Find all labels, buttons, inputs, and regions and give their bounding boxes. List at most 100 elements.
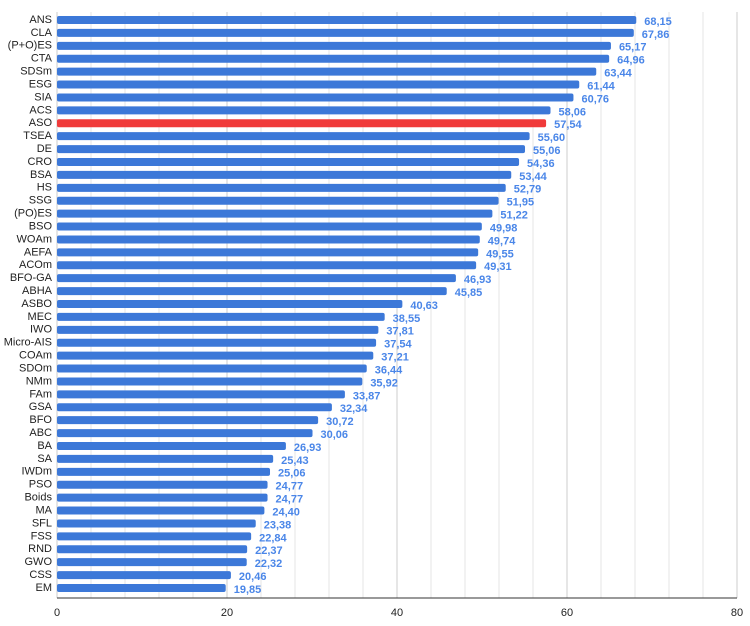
y-category-label: ABHA <box>22 285 53 297</box>
value-label: 65,17 <box>619 42 647 54</box>
y-category-label: MEC <box>28 311 53 323</box>
bar <box>57 493 268 502</box>
value-label: 52,79 <box>514 184 542 196</box>
bar <box>57 196 499 205</box>
bar <box>57 584 226 592</box>
bar <box>57 209 493 218</box>
value-label: 37,21 <box>381 352 409 364</box>
y-category-label: SIA <box>34 91 52 103</box>
value-label: 30,72 <box>326 416 354 428</box>
x-tick-label: 20 <box>221 607 233 619</box>
value-label: 22,37 <box>255 545 283 557</box>
y-category-label: WOAm <box>17 233 52 245</box>
y-category-label: BA <box>37 440 52 452</box>
y-category-label: HS <box>37 182 52 194</box>
y-category-label: CTA <box>31 53 53 65</box>
bar <box>57 67 597 76</box>
value-label: 54,36 <box>527 158 555 170</box>
x-tick-label: 0 <box>54 607 60 619</box>
value-label: 25,06 <box>278 468 306 480</box>
y-category-label: BFO-GA <box>10 272 53 284</box>
y-category-label: BSA <box>30 169 53 181</box>
bar <box>57 54 610 63</box>
value-label: 67,86 <box>642 29 670 41</box>
value-label: 46,93 <box>464 274 492 286</box>
y-category-label: GSA <box>29 401 53 413</box>
value-label: 32,34 <box>340 403 368 415</box>
y-category-label: ESG <box>29 78 52 90</box>
value-label: 55,06 <box>533 145 561 157</box>
y-category-label: CLA <box>31 27 53 39</box>
bar <box>57 222 482 231</box>
y-category-label: RND <box>28 543 52 555</box>
value-label: 53,44 <box>519 171 547 183</box>
bar <box>57 571 231 580</box>
y-category-label: TSEA <box>23 130 52 142</box>
bar <box>57 300 403 308</box>
value-label: 35,92 <box>370 377 398 389</box>
y-category-label: EM <box>36 582 53 594</box>
y-category-label: FSS <box>31 530 52 542</box>
value-label: 57,54 <box>554 119 582 131</box>
value-label: 61,44 <box>587 80 615 92</box>
value-label: 58,06 <box>559 106 587 118</box>
value-label: 49,31 <box>484 261 512 273</box>
bar <box>57 480 268 489</box>
value-label: 49,98 <box>490 222 518 234</box>
bar <box>57 41 611 50</box>
value-label: 55,60 <box>538 132 566 144</box>
value-label: 63,44 <box>604 68 632 80</box>
value-label: 24,77 <box>276 494 304 506</box>
bar <box>57 364 367 373</box>
value-label: 37,81 <box>386 326 414 338</box>
y-category-label: SDSm <box>20 66 52 78</box>
bar <box>57 558 247 567</box>
y-category-label: FAm <box>29 388 52 400</box>
bar <box>57 183 506 192</box>
bar <box>57 158 520 166</box>
y-category-label: CRO <box>28 156 53 168</box>
bar <box>57 132 530 141</box>
bar <box>57 454 274 463</box>
value-label: 20,46 <box>239 571 267 583</box>
x-tick-label: 40 <box>391 607 403 619</box>
bar <box>57 312 385 321</box>
bar <box>57 145 526 154</box>
y-category-label: ACS <box>29 104 52 116</box>
y-category-label: SSG <box>29 195 52 207</box>
value-label: 38,55 <box>393 313 421 325</box>
bar <box>57 506 265 515</box>
bar <box>57 351 374 360</box>
y-category-label: DE <box>37 143 52 155</box>
bar <box>57 429 313 438</box>
y-category-label: Micro-AIS <box>4 337 52 349</box>
bar <box>57 338 377 347</box>
x-tick-label: 60 <box>561 607 573 619</box>
bar <box>57 519 256 528</box>
y-category-label: ASO <box>29 117 53 129</box>
bar <box>57 325 379 334</box>
bar <box>57 467 271 476</box>
bar <box>57 93 574 102</box>
y-category-label: (P+O)ES <box>8 40 52 52</box>
value-label: 51,95 <box>507 197 535 209</box>
y-category-label: BSO <box>29 220 53 232</box>
value-label: 24,77 <box>276 481 304 493</box>
value-label: 51,22 <box>500 210 528 222</box>
value-label: 22,84 <box>259 532 287 544</box>
value-label: 64,96 <box>617 55 645 67</box>
bar <box>57 248 479 257</box>
bar <box>57 545 248 554</box>
value-label: 45,85 <box>455 287 483 299</box>
value-label: 40,63 <box>410 300 438 312</box>
bar <box>57 442 286 450</box>
y-category-label: ACOm <box>19 259 52 271</box>
y-category-label: MA <box>36 504 53 516</box>
bar <box>57 16 637 24</box>
y-category-label: NMm <box>26 375 52 387</box>
value-label: 68,15 <box>644 16 672 28</box>
bar <box>57 235 480 244</box>
value-label: 24,40 <box>272 506 300 518</box>
y-category-label: Boids <box>24 492 52 504</box>
value-label: 37,54 <box>384 339 412 351</box>
